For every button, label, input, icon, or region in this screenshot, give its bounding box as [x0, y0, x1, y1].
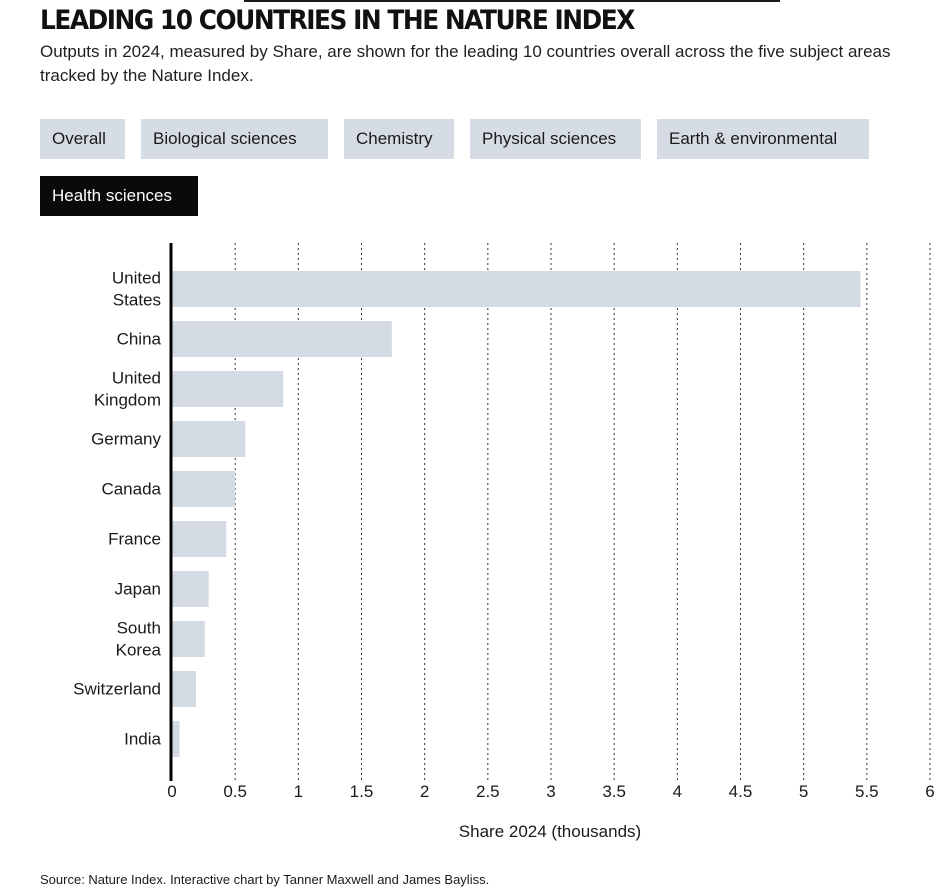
- bar-france[interactable]: [172, 521, 227, 557]
- x-tick-labels: 0 0.5 1 1.5 2 2.5 3 3.5 4 4.5 5 5.5 6: [167, 782, 934, 801]
- tab-physical-sciences[interactable]: Physical sciences: [470, 119, 641, 159]
- x-tick-label-2: 2: [420, 782, 429, 801]
- category-label-canada: Canada: [101, 480, 161, 499]
- bar-united-states[interactable]: [172, 271, 861, 307]
- bar-united-kingdom[interactable]: [172, 371, 284, 407]
- chart-subtitle: Outputs in 2024, measured by Share, are …: [40, 42, 891, 85]
- category-label-united-kingdom: United Kingdom: [94, 369, 161, 410]
- bar-canada[interactable]: [172, 471, 236, 507]
- bar-chart: United States China United Kingdom Germany Can…: [73, 243, 935, 841]
- x-tick-label-4: 4: [673, 782, 682, 801]
- category-label-united-states: United States: [112, 269, 161, 310]
- category-labels: United States China United Kingdom Germany Can…: [73, 269, 161, 749]
- x-tick-label-6: 6: [925, 782, 934, 801]
- category-label-germany: Germany: [91, 430, 161, 449]
- x-tick-label-3: 3: [546, 782, 555, 801]
- category-label-france: France: [108, 530, 161, 549]
- tab-earth-environmental[interactable]: Earth & environmental: [657, 119, 869, 159]
- x-tick-label-4-5: 4.5: [729, 782, 753, 801]
- x-tick-label-1-5: 1.5: [350, 782, 374, 801]
- category-label-south-korea: South Korea: [116, 619, 162, 660]
- x-tick-label-5: 5: [799, 782, 808, 801]
- tab-biological-sciences[interactable]: Biological sciences: [141, 119, 328, 159]
- x-tick-label-5-5: 5.5: [855, 782, 879, 801]
- tab-chemistry[interactable]: Chemistry: [344, 119, 454, 159]
- source-note: Source: Nature Index. Interactive chart …: [40, 872, 490, 887]
- category-label-japan: Japan: [115, 580, 161, 599]
- bar-india[interactable]: [172, 721, 180, 757]
- bar-japan[interactable]: [172, 571, 209, 607]
- bar-south-korea[interactable]: [172, 621, 205, 657]
- x-tick-label-0-5: 0.5: [223, 782, 247, 801]
- category-label-china: China: [117, 330, 162, 349]
- x-tick-label-2-5: 2.5: [476, 782, 500, 801]
- x-tick-label-1: 1: [294, 782, 303, 801]
- top-rule: [244, 0, 780, 2]
- x-tick-label-3-5: 3.5: [602, 782, 626, 801]
- bar-germany[interactable]: [172, 421, 246, 457]
- tab-health-sciences[interactable]: Health sciences: [40, 176, 198, 216]
- bars: [172, 271, 861, 757]
- category-label-india: India: [124, 730, 161, 749]
- x-tick-label-0: 0: [167, 782, 176, 801]
- bar-switzerland[interactable]: [172, 671, 197, 707]
- tab-overall[interactable]: Overall: [40, 119, 125, 159]
- category-label-switzerland: Switzerland: [73, 680, 161, 699]
- x-axis-title: Share 2024 (thousands): [459, 822, 641, 841]
- bar-china[interactable]: [172, 321, 392, 357]
- chart-title: LEADING 10 COUNTRIES IN THE NATURE INDEX: [40, 5, 635, 36]
